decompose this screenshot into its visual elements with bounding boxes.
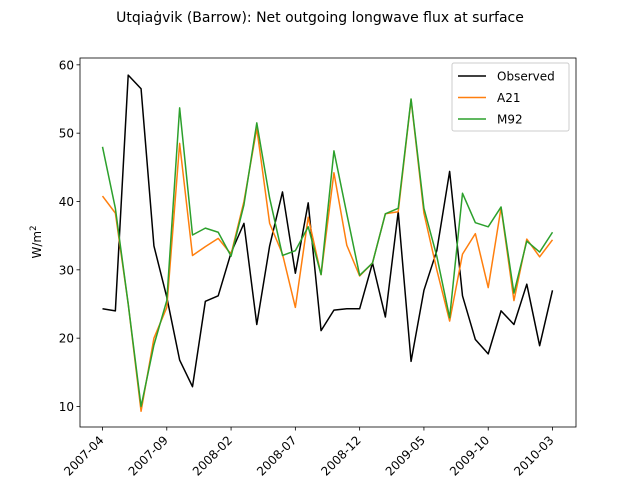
x-tick-label: 2008-02 [190,433,235,478]
x-axis: 2007-04 2007-09 2008-02 2008-07 2008-12 2009-… [61,427,557,479]
y-tick-label: 60 [59,58,74,72]
series-line-m92 [101,98,554,408]
y-axis-label: W/m2 [29,225,44,258]
series-layer [101,74,554,413]
y-axis: 10 20 30 40 50 60 [59,58,80,414]
series-line-a21 [101,98,554,413]
series-line-observed [102,74,554,388]
chart-title: Utqiaġvik (Barrow): Net outgoing longwav… [116,10,524,26]
y-tick-label: 40 [59,195,74,209]
x-tick-label: 2007-04 [61,433,106,478]
legend: Observed A21 M92 [451,62,570,132]
y-tick-label: 20 [59,332,74,346]
y-tick-label: 50 [59,127,74,141]
x-tick-label: 2009-10 [447,433,492,478]
x-tick-label: 2009-05 [383,433,428,478]
y-axis-label-text: W/m [30,231,44,259]
x-tick-label: 2008-07 [254,433,299,478]
y-tick-label: 30 [59,263,74,277]
legend-label-a21: A21 [497,91,520,105]
y-axis-label-superscript: 2 [29,225,39,230]
x-tick-label: 2008-12 [318,433,363,478]
plot-area-frame [79,57,577,428]
legend-label-observed: Observed [497,70,555,84]
x-tick-label: 2010-03 [511,433,556,478]
legend-frame [451,62,570,132]
legend-label-m92: M92 [497,113,523,127]
y-tick-label: 10 [59,400,74,414]
x-tick-label: 2007-09 [126,433,171,478]
